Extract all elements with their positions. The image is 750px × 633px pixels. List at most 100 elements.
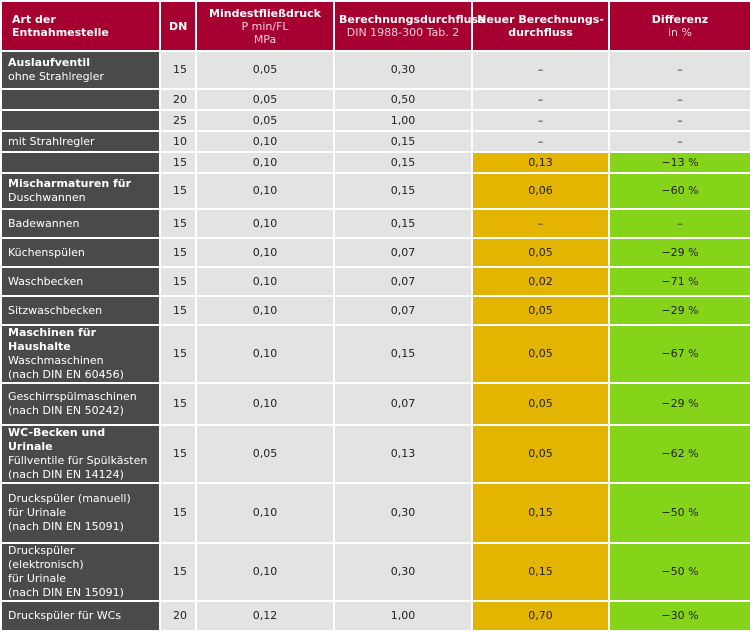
cell-neuer-durchfluss: 0,05 <box>473 384 608 424</box>
cell-berechnungsdurchfluss: 0,30 <box>335 544 471 600</box>
table-row: Auslaufventil ohne Strahlregler 15 0,05 0,30… <box>2 52 750 88</box>
cell-entnahmestelle <box>2 111 159 130</box>
entnahmestelle-line: Geschirrspülmaschinen <box>8 390 137 403</box>
cell-mindestfliessdruck: 0,10 <box>197 239 333 266</box>
cell-entnahmestelle: Druckspüler (elektronisch) für Urinale (n… <box>2 544 159 600</box>
cell-differenz: −60 % <box>610 174 750 208</box>
cell-dn: 20 <box>161 602 195 630</box>
cell-dn: 15 <box>161 426 195 482</box>
header-diff-title: Differenz <box>651 13 709 26</box>
entnahmestelle-line: Sitzwaschbecken <box>8 303 103 317</box>
cell-entnahmestelle <box>2 90 159 109</box>
entnahmestelle-line: Duschwannen <box>8 191 86 204</box>
cell-berechnungsdurchfluss: 0,07 <box>335 297 471 324</box>
table-row: Sitzwaschbecken 15 0,10 0,07 0,05 −29 % <box>2 297 750 324</box>
entnahmestelle-line: (nach DIN EN 15091) <box>8 586 124 599</box>
table-row: Badewannen 15 0,10 0,15– – <box>2 210 750 237</box>
cell-neuer-durchfluss: 0,06 <box>473 174 608 208</box>
cell-neuer-durchfluss: 0,05 <box>473 426 608 482</box>
cell-mindestfliessdruck: 0,10 <box>197 153 333 172</box>
header-pressure-symbol: P min/FL <box>241 19 289 33</box>
entnahmestelle-line: für Urinale <box>8 572 67 585</box>
cell-entnahmestelle: Küchenspülen <box>2 239 159 266</box>
cell-differenz: −71 % <box>610 268 750 295</box>
cell-differenz: – <box>610 90 750 109</box>
cell-neuer-durchfluss: 0,05 <box>473 326 608 382</box>
table-row: 25 0,05 1,00– – <box>2 111 750 130</box>
cell-berechnungsdurchfluss: 0,15 <box>335 210 471 237</box>
cell-mindestfliessdruck: 0,10 <box>197 210 333 237</box>
cell-mindestfliessdruck: 0,12 <box>197 602 333 630</box>
cell-differenz: −67 % <box>610 326 750 382</box>
cell-berechnungsdurchfluss: 1,00 <box>335 602 471 630</box>
cell-berechnungsdurchfluss: 0,15 <box>335 132 471 151</box>
header-flow-norm: DIN 1988-300 Tab. 2 <box>346 26 460 39</box>
entnahmestelle-line: (nach DIN EN 50242) <box>8 404 124 417</box>
cell-differenz: −29 % <box>610 297 750 324</box>
cell-mindestfliessdruck: 0,10 <box>197 174 333 208</box>
table-row: Maschinen für Haushalte Waschmaschinen (na… <box>2 326 750 382</box>
header-row: Art der Entnahmestelle DN Mindestfließdr… <box>2 2 750 50</box>
cell-differenz: −50 % <box>610 484 750 542</box>
table-row: Geschirrspülmaschinen (nach DIN EN 50242)… <box>2 384 750 424</box>
cell-mindestfliessdruck: 0,05 <box>197 111 333 130</box>
cell-differenz: – <box>610 111 750 130</box>
cell-dn: 15 <box>161 326 195 382</box>
cell-dn: 15 <box>161 544 195 600</box>
cell-entnahmestelle: Geschirrspülmaschinen (nach DIN EN 50242) <box>2 384 159 424</box>
cell-dn: 15 <box>161 210 195 237</box>
cell-neuer-durchfluss: 0,15 <box>473 544 608 600</box>
cell-entnahmestelle: Maschinen für Haushalte Waschmaschinen (na… <box>2 326 159 382</box>
cell-mindestfliessdruck: 0,10 <box>197 384 333 424</box>
header-new-line2: durchfluss <box>508 26 573 39</box>
cell-dn: 15 <box>161 153 195 172</box>
cell-dn: 10 <box>161 132 195 151</box>
cell-neuer-durchfluss: – <box>473 111 608 130</box>
cell-entnahmestelle: Auslaufventil ohne Strahlregler <box>2 52 159 88</box>
cell-neuer-durchfluss: 0,05 <box>473 297 608 324</box>
cell-dn: 25 <box>161 111 195 130</box>
cell-berechnungsdurchfluss: 0,07 <box>335 239 471 266</box>
cell-mindestfliessdruck: 0,10 <box>197 132 333 151</box>
header-pressure-title: Mindestfließdruck <box>209 6 321 20</box>
cell-berechnungsdurchfluss: 0,13 <box>335 426 471 482</box>
entnahmestelle-line: mit Strahlregler <box>8 134 95 148</box>
cell-berechnungsdurchfluss: 0,07 <box>335 384 471 424</box>
cell-entnahmestelle: Druckspüler für WCs <box>2 602 159 630</box>
entnahmestelle-line: für Urinale <box>8 506 67 519</box>
table-row: Druckspüler für WCs 20 0,12 1,00 0,70 −30 % <box>2 602 750 630</box>
cell-dn: 20 <box>161 90 195 109</box>
header-flow-title: Berechnungsdurchfluss <box>339 13 485 26</box>
cell-differenz: −13 % <box>610 153 750 172</box>
table-row: 15 0,10 0,15 0,13 −13 % <box>2 153 750 172</box>
cell-dn: 15 <box>161 52 195 88</box>
cell-berechnungsdurchfluss: 0,30 <box>335 484 471 542</box>
cell-differenz: −50 % <box>610 544 750 600</box>
cell-dn: 15 <box>161 484 195 542</box>
cell-neuer-durchfluss: 0,70 <box>473 602 608 630</box>
header-pressure-unit: MPa <box>253 32 277 46</box>
cell-mindestfliessdruck: 0,05 <box>197 52 333 88</box>
cell-berechnungsdurchfluss: 1,00 <box>335 111 471 130</box>
entnahmestelle-line: Küchenspülen <box>8 245 85 259</box>
entnahmestelle-line: Druckspüler (elektronisch) <box>8 544 84 571</box>
entnahmestelle-line: Mischarmaturen für <box>8 177 132 190</box>
cell-neuer-durchfluss: – <box>473 52 608 88</box>
cell-neuer-durchfluss: 0,15 <box>473 484 608 542</box>
cell-mindestfliessdruck: 0,05 <box>197 426 333 482</box>
cell-mindestfliessdruck: 0,10 <box>197 326 333 382</box>
cell-neuer-durchfluss: – <box>473 210 608 237</box>
entnahmestelle-line: Druckspüler (manuell) <box>8 492 131 505</box>
table-row: Druckspüler (elektronisch) für Urinale (n… <box>2 544 750 600</box>
table-row: Mischarmaturen für Duschwannen 15 0,10 0,15 0… <box>2 174 750 208</box>
table-row: Küchenspülen 15 0,10 0,07 0,05 −29 % <box>2 239 750 266</box>
cell-mindestfliessdruck: 0,10 <box>197 544 333 600</box>
cell-differenz: – <box>610 132 750 151</box>
entnahmestelle-line: (nach DIN EN 15091) <box>8 520 124 533</box>
entnahmestelle-line: Maschinen für Haushalte <box>8 326 97 353</box>
cell-entnahmestelle: WC-Becken und Urinale Füllventile für Spü… <box>2 426 159 482</box>
table-row: Druckspüler (manuell) für Urinale (nach D… <box>2 484 750 542</box>
cell-dn: 15 <box>161 239 195 266</box>
header-entnahmestelle: Art der Entnahmestelle <box>2 2 159 50</box>
cell-neuer-durchfluss: 0,13 <box>473 153 608 172</box>
